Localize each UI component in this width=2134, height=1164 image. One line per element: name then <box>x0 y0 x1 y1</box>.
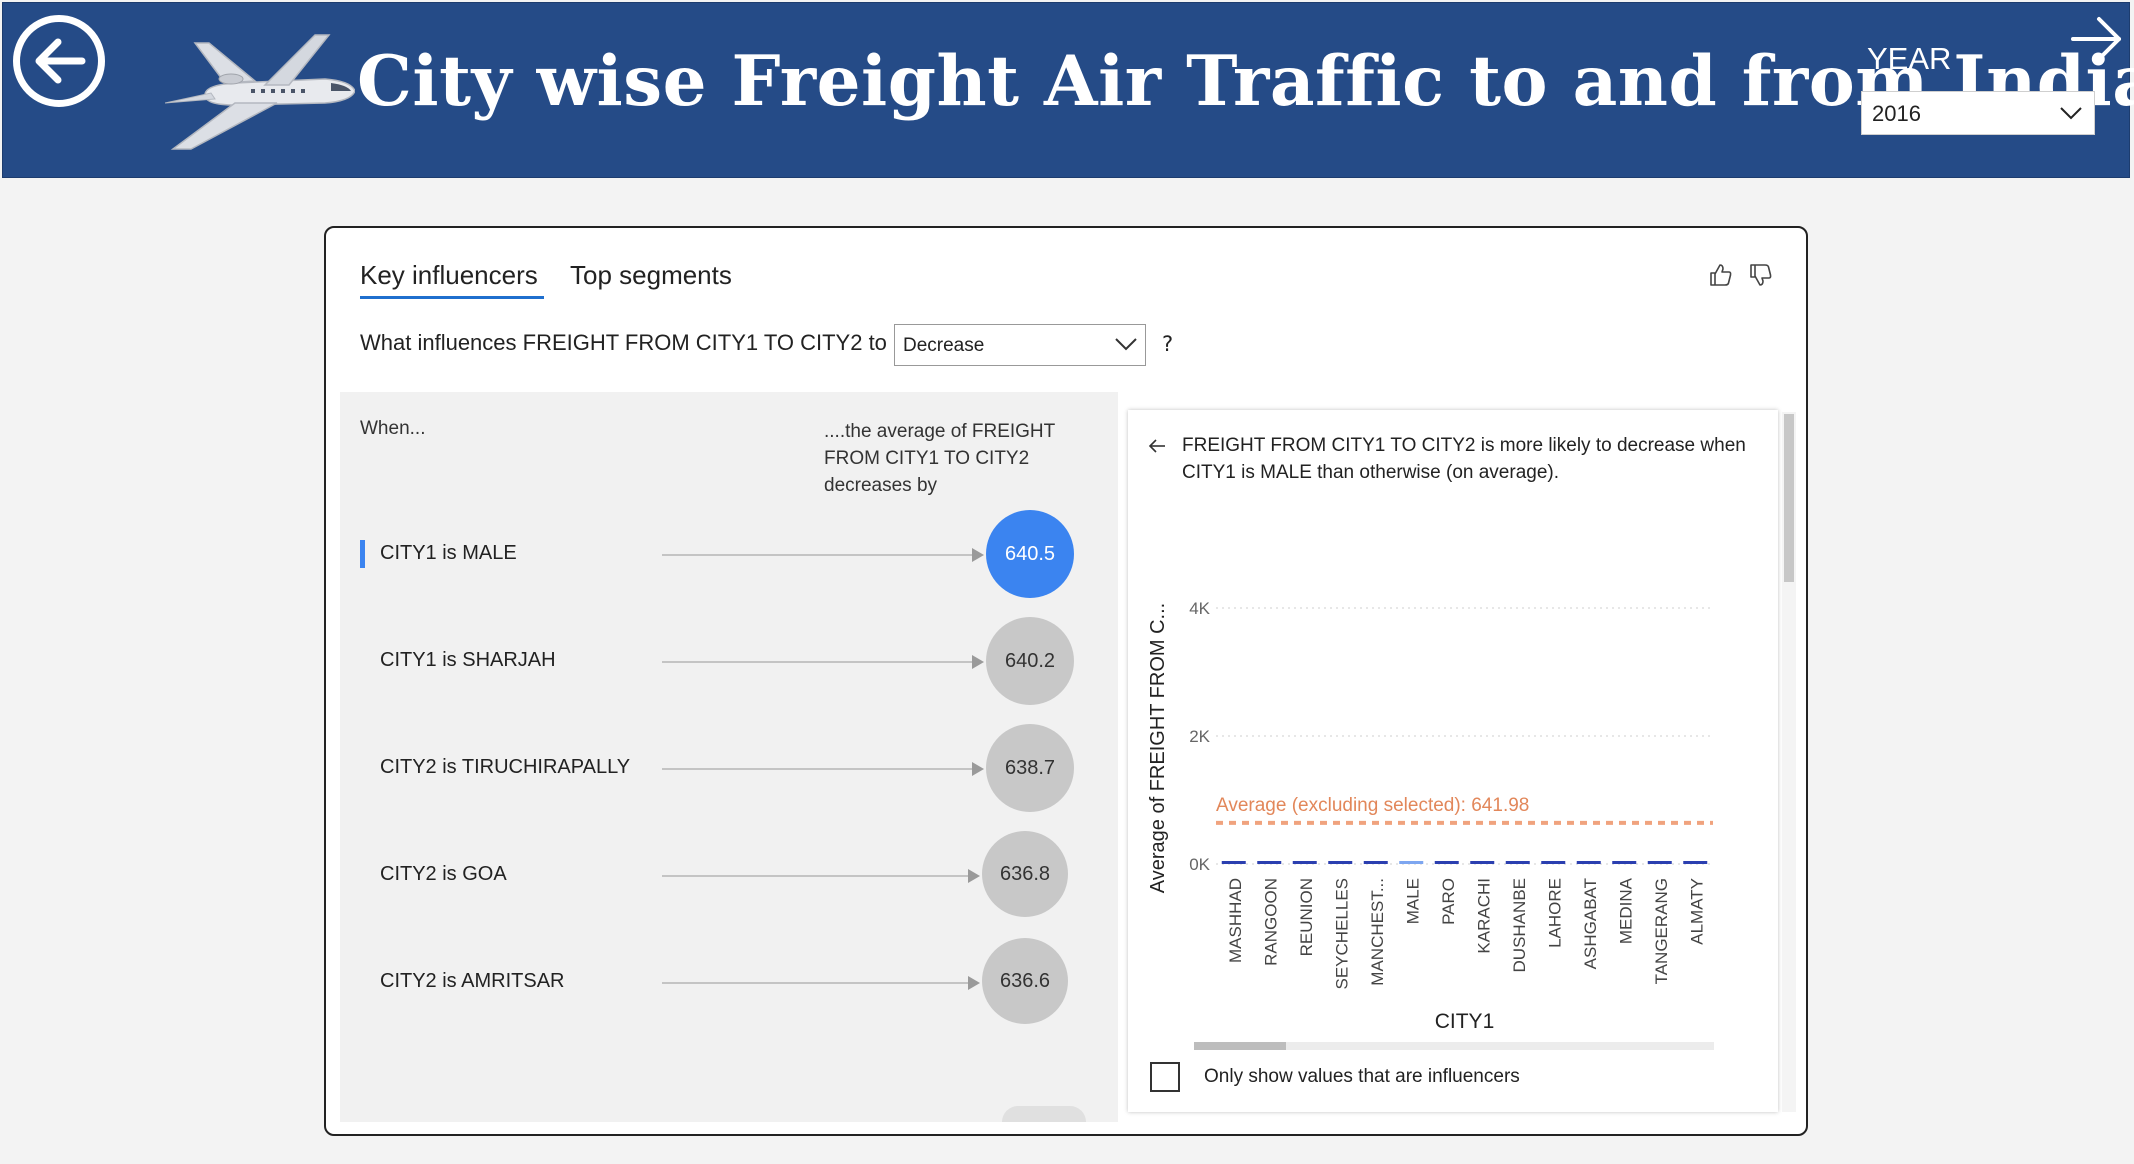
influencer-description: FREIGHT FROM CITY1 TO CITY2 is more like… <box>1182 435 1746 483</box>
influencer-label: CITY2 is GOA <box>380 863 507 885</box>
key-influencers-visual: Key influencers Top segments What influe… <box>324 226 1808 1136</box>
influencer-detail-panel: FREIGHT FROM CITY1 TO CITY2 is more like… <box>1128 410 1778 1112</box>
x-tick-label: ALMATY <box>1687 878 1706 945</box>
connector-arrow <box>972 548 984 562</box>
page-title: City wise Freight Air Traffic to and fro… <box>357 41 2134 122</box>
x-tick-label: TANGERANG <box>1652 878 1671 984</box>
influencer-connector <box>662 982 968 984</box>
connector-arrow <box>968 869 980 883</box>
question-text: What influences FREIGHT FROM CITY1 TO CI… <box>360 330 887 355</box>
bar <box>1470 861 1495 864</box>
x-tick-label: MEDINA <box>1616 877 1635 944</box>
back-button[interactable] <box>13 15 105 107</box>
year-dropdown[interactable]: 2016 <box>1861 91 2095 135</box>
y-axis-label: Average of FREIGHT FROM C... <box>1147 603 1169 893</box>
average-line-label: Average (excluding selected): 641.98 <box>1216 795 1529 816</box>
header-banner: City wise Freight Air Traffic to and fro… <box>2 2 2134 178</box>
influencer-label: CITY1 is MALE <box>380 542 517 564</box>
arrow-left-icon <box>35 38 86 84</box>
city-bar-chart: Average of FREIGHT FROM C... 4K 2K 0K Averag… <box>1147 599 1714 1050</box>
direction-value: Decrease <box>903 335 985 356</box>
influencer-value-bubble[interactable]: 640.5 <box>986 510 1074 598</box>
x-tick-label: PARO <box>1439 878 1458 925</box>
influencer-value-bubble[interactable]: 640.2 <box>986 617 1074 705</box>
connector-arrow <box>972 655 984 669</box>
bar <box>1292 861 1317 864</box>
more-influencers-indicator <box>1002 1106 1086 1122</box>
influencers-list: When... ....the average of FREIGHT FROM … <box>340 392 1118 1122</box>
bar <box>1434 861 1459 864</box>
influencer-connector <box>662 661 972 663</box>
year-label: YEAR <box>1867 41 1952 76</box>
influencer-label: CITY1 is SHARJAH <box>380 649 556 671</box>
influencer-value-bubble[interactable]: 638.7 <box>986 724 1074 812</box>
bar <box>1363 861 1388 864</box>
influencer-value-bubble[interactable]: 636.6 <box>982 938 1068 1024</box>
influencer-value-bubble[interactable]: 636.8 <box>982 831 1068 917</box>
y-tick-label: 0K <box>1189 855 1210 874</box>
bar <box>1505 861 1530 864</box>
x-tick-label: RANGOON <box>1261 878 1280 966</box>
influencer-connector <box>662 554 972 556</box>
thumbs-down-icon[interactable] <box>1748 262 1774 288</box>
x-tick-label: REUNION <box>1297 878 1316 956</box>
x-tick-label: MASHHAD <box>1226 878 1245 963</box>
x-tick-label: MANCHEST... <box>1368 878 1387 986</box>
active-tab-indicator <box>360 296 544 299</box>
when-label: When... <box>360 418 426 439</box>
arrow-right-icon[interactable] <box>2069 11 2125 67</box>
chevron-down-icon <box>1115 338 1137 351</box>
bar <box>1576 861 1601 864</box>
y-tick-label: 4K <box>1189 599 1210 618</box>
bar <box>1541 861 1566 864</box>
influencer-row[interactable]: CITY2 is GOA 636.8 <box>340 831 1118 921</box>
influencer-row[interactable]: CITY1 is MALE 640.5 <box>340 510 1118 600</box>
bar <box>1399 861 1424 864</box>
airplane-icon <box>165 34 355 150</box>
x-tick-label: MALE <box>1403 878 1422 924</box>
connector-arrow <box>968 976 980 990</box>
year-value: 2016 <box>1872 101 1921 126</box>
influencers-only-label: Only show values that are influencers <box>1204 1066 1520 1087</box>
bar <box>1328 861 1353 864</box>
influencer-connector <box>662 875 968 877</box>
x-tick-label: ASHGABAT <box>1581 878 1600 969</box>
chevron-down-icon <box>2060 107 2082 120</box>
influencers-only-checkbox[interactable] <box>1150 1062 1180 1092</box>
question-mark: ? <box>1162 332 1174 356</box>
detail-scrollbar-thumb[interactable] <box>1784 414 1794 582</box>
chart-scrollbar[interactable] <box>1194 1042 1714 1050</box>
influencer-row[interactable]: CITY2 is AMRITSAR 636.6 <box>340 938 1118 1028</box>
chart-scrollbar-thumb[interactable] <box>1194 1042 1286 1050</box>
x-axis-label: CITY1 <box>1435 1010 1495 1033</box>
influencer-row[interactable]: CITY2 is TIRUCHIRAPALLY 638.7 <box>340 724 1118 814</box>
influencer-label: CITY2 is TIRUCHIRAPALLY <box>380 756 631 778</box>
connector-arrow <box>972 762 984 776</box>
x-tick-label: SEYCHELLES <box>1332 878 1351 990</box>
bar <box>1612 861 1637 864</box>
bar <box>1647 861 1672 864</box>
bar <box>1221 861 1246 864</box>
tab-top-segments[interactable]: Top segments <box>570 260 732 290</box>
tab-key-influencers[interactable]: Key influencers <box>360 260 538 290</box>
x-tick-label: LAHORE <box>1545 878 1564 948</box>
selected-indicator <box>360 540 365 568</box>
x-tick-label: DUSHANBE <box>1510 878 1529 972</box>
y-tick-label: 2K <box>1189 727 1210 746</box>
influencer-label: CITY2 is AMRITSAR <box>380 970 565 992</box>
average-label: ....the average of FREIGHT FROM CITY1 TO… <box>824 421 1055 496</box>
direction-dropdown[interactable]: Decrease <box>894 324 1146 366</box>
bar <box>1257 861 1282 864</box>
influencer-row[interactable]: CITY1 is SHARJAH 640.2 <box>340 617 1118 707</box>
influencer-connector <box>662 768 972 770</box>
back-arrow-icon[interactable] <box>1148 438 1166 454</box>
detail-scrollbar[interactable] <box>1782 412 1796 1112</box>
thumbs-up-icon[interactable] <box>1708 262 1734 288</box>
x-tick-label: KARACHI <box>1474 878 1493 954</box>
bar <box>1683 861 1708 864</box>
